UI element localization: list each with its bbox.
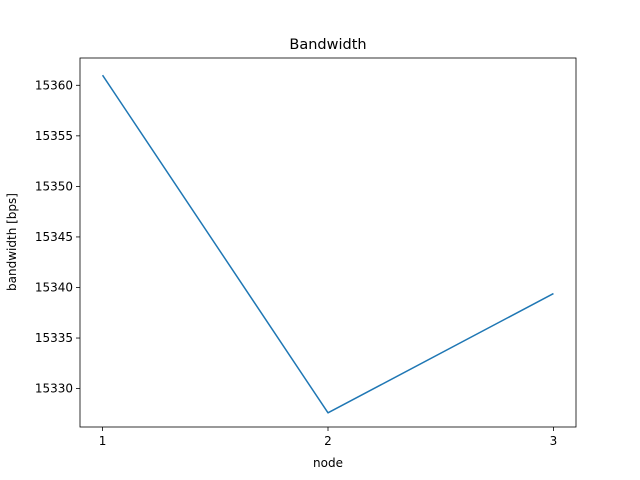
y-tick-label: 15360 [35, 78, 73, 92]
chart-title: Bandwidth [289, 37, 366, 53]
plot-area: 1 2 3 15330 15335 15340 15345 15350 15355 15360 [35, 57, 577, 448]
y-tick-label: 15330 [35, 382, 73, 396]
y-tick-label: 15355 [35, 129, 73, 143]
y-tick-label: 15350 [35, 179, 73, 193]
y-axis-label: bandwidth [bps] [5, 193, 19, 291]
x-axis-label: node [313, 456, 343, 470]
y-tick-label: 15335 [35, 331, 73, 345]
series-line-0 [101, 74, 554, 414]
x-tick-label: 3 [550, 434, 558, 448]
y-tick-label: 15345 [35, 230, 73, 244]
x-tick-label: 1 [99, 434, 107, 448]
y-tick-label: 15340 [35, 280, 73, 294]
x-tick-label: 2 [324, 434, 332, 448]
